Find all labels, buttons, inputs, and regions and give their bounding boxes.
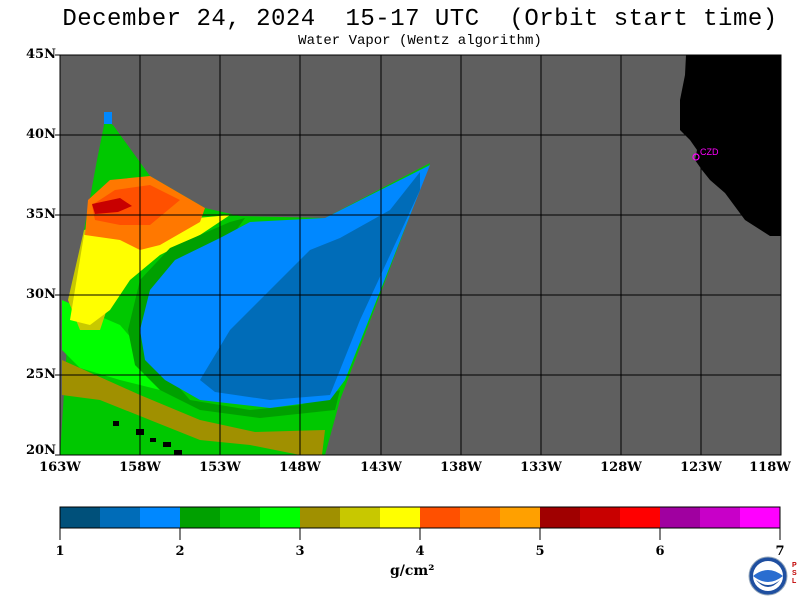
lon-label: 118W (749, 460, 791, 475)
colorbar-tick-label: 1 (55, 544, 65, 559)
colorbar-swatch (620, 507, 661, 528)
city-marker (692, 153, 700, 161)
colorbar-tick-label: 6 (655, 544, 665, 559)
lon-label: 128W (600, 460, 642, 475)
colorbar-swatch (540, 507, 581, 528)
colorbar-swatch (60, 507, 101, 528)
colorbar-ticks (59, 528, 781, 540)
swath-olive-band (62, 360, 325, 455)
colorbar-swatch (580, 507, 621, 528)
noaa-logo-icon (748, 556, 788, 596)
lat-label: 25N (26, 367, 56, 382)
colorbar-swatch (660, 507, 701, 528)
lon-label: 148W (279, 460, 321, 475)
colorbar-swatch (220, 507, 261, 528)
map-title: December 24, 2024 15-17 UTC (Orbit start… (62, 6, 778, 33)
lat-label: 30N (26, 287, 56, 302)
grid-lines (60, 55, 781, 455)
lat-label: 35N (26, 207, 56, 222)
swath-blue-tip (104, 112, 112, 124)
colorbar-swatch (260, 507, 301, 528)
lon-label: 163W (39, 460, 81, 475)
colorbar-swatch (300, 507, 341, 528)
colorbar-unit-label: g/cm² (390, 563, 435, 579)
colorbar (60, 507, 781, 528)
colorbar-swatch (340, 507, 381, 528)
colorbar-tick-label: 3 (295, 544, 305, 559)
colorbar-tick-label: 4 (415, 544, 425, 559)
swath-red-core (92, 198, 132, 214)
colorbar-tick-label: 2 (175, 544, 185, 559)
lon-label: 133W (520, 460, 562, 475)
colorbar-swatch (460, 507, 501, 528)
swath-field (60, 112, 430, 455)
lat-label: 40N (26, 127, 56, 142)
swath-yellow-band (70, 215, 230, 325)
colorbar-tick-label: 7 (775, 544, 785, 559)
colorbar-swatch (700, 507, 741, 528)
north-america-land (680, 55, 781, 236)
colorbar-swatch (180, 507, 221, 528)
lat-label: 20N (26, 443, 56, 458)
map-frame (59, 54, 782, 456)
lon-label: 123W (680, 460, 722, 475)
lat-label: 45N (26, 47, 56, 62)
map-subtitle: Water Vapor (Wentz algorithm) (298, 33, 542, 49)
colorbar-swatch (100, 507, 141, 528)
axis-ticks (55, 54, 60, 456)
lon-label: 158W (119, 460, 161, 475)
colorbar-swatch (140, 507, 181, 528)
lon-label: 153W (199, 460, 241, 475)
city-label: CZD (700, 147, 719, 157)
lon-label: 143W (360, 460, 402, 475)
colorbar-swatch (380, 507, 421, 528)
colorbar-swatch (740, 507, 781, 528)
colorbar-tick-label: 5 (535, 544, 545, 559)
lon-label: 138W (440, 460, 482, 475)
swath-mid-blue-core (200, 172, 420, 400)
colorbar-swatch (500, 507, 541, 528)
colorbar-swatch (420, 507, 461, 528)
